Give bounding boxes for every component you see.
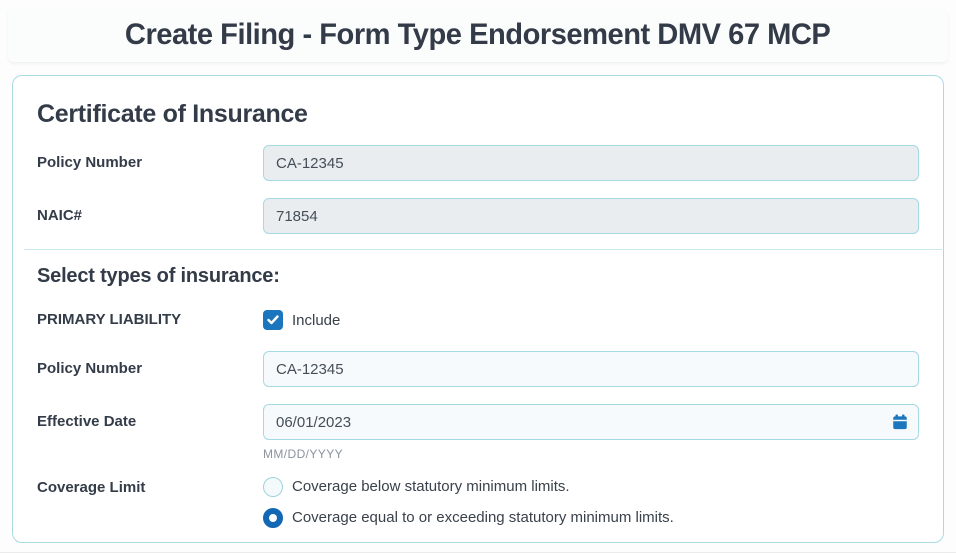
include-checkbox-label[interactable]: Include [292,311,341,329]
radio-unselected-icon[interactable] [263,477,283,497]
effective-date-field-stack: MM/DD/YYYY [263,404,919,461]
coverage-option-equal-exceeding-label: Coverage equal to or exceeding statutory… [292,509,674,526]
section-divider [24,249,942,250]
primary-liability-row: PRIMARY LIABILITY Include [37,302,919,330]
coverage-option-equal-exceeding[interactable]: Coverage equal to or exceeding statutory… [263,508,919,528]
coverage-limit-row: Coverage Limit Coverage below statutory … [37,477,919,528]
naic-input[interactable] [263,198,919,234]
filing-form-panel: Certificate of Insurance Policy Number N… [12,75,944,543]
coverage-option-below[interactable]: Coverage below statutory minimum limits. [263,477,919,497]
radio-selected-icon[interactable] [263,508,283,528]
include-check-group: Include [263,302,919,330]
page-title: Create Filing - Form Type Endorsement DM… [125,18,831,51]
effective-date-field [263,404,919,440]
primary-liability-label: PRIMARY LIABILITY [37,311,182,328]
effective-date-input[interactable] [263,404,919,440]
certificate-heading: Certificate of Insurance [37,100,308,128]
effective-date-row: Effective Date MM/DD/YYYY [37,404,919,461]
pl-policy-number-label: Policy Number [37,360,143,377]
coverage-option-below-label: Coverage below statutory minimum limits. [292,478,570,495]
date-format-hint: MM/DD/YYYY [263,447,344,461]
coverage-limit-label: Coverage Limit [37,479,146,496]
checkmark-icon [267,315,279,325]
policy-number-label: Policy Number [37,154,143,171]
pl-policy-number-input[interactable] [263,351,919,387]
coverage-limit-options: Coverage below statutory minimum limits.… [263,477,919,528]
effective-date-label: Effective Date [37,413,137,430]
page-header: Create Filing - Form Type Endorsement DM… [8,8,948,62]
select-types-heading: Select types of insurance: [37,265,280,287]
naic-label: NAIC# [37,207,83,224]
include-checkbox[interactable] [263,310,283,330]
pl-policy-number-row: Policy Number [37,351,919,387]
calendar-icon[interactable] [891,413,909,431]
policy-number-input[interactable] [263,145,919,181]
policy-number-row: Policy Number [37,145,919,181]
naic-row: NAIC# [37,198,919,234]
